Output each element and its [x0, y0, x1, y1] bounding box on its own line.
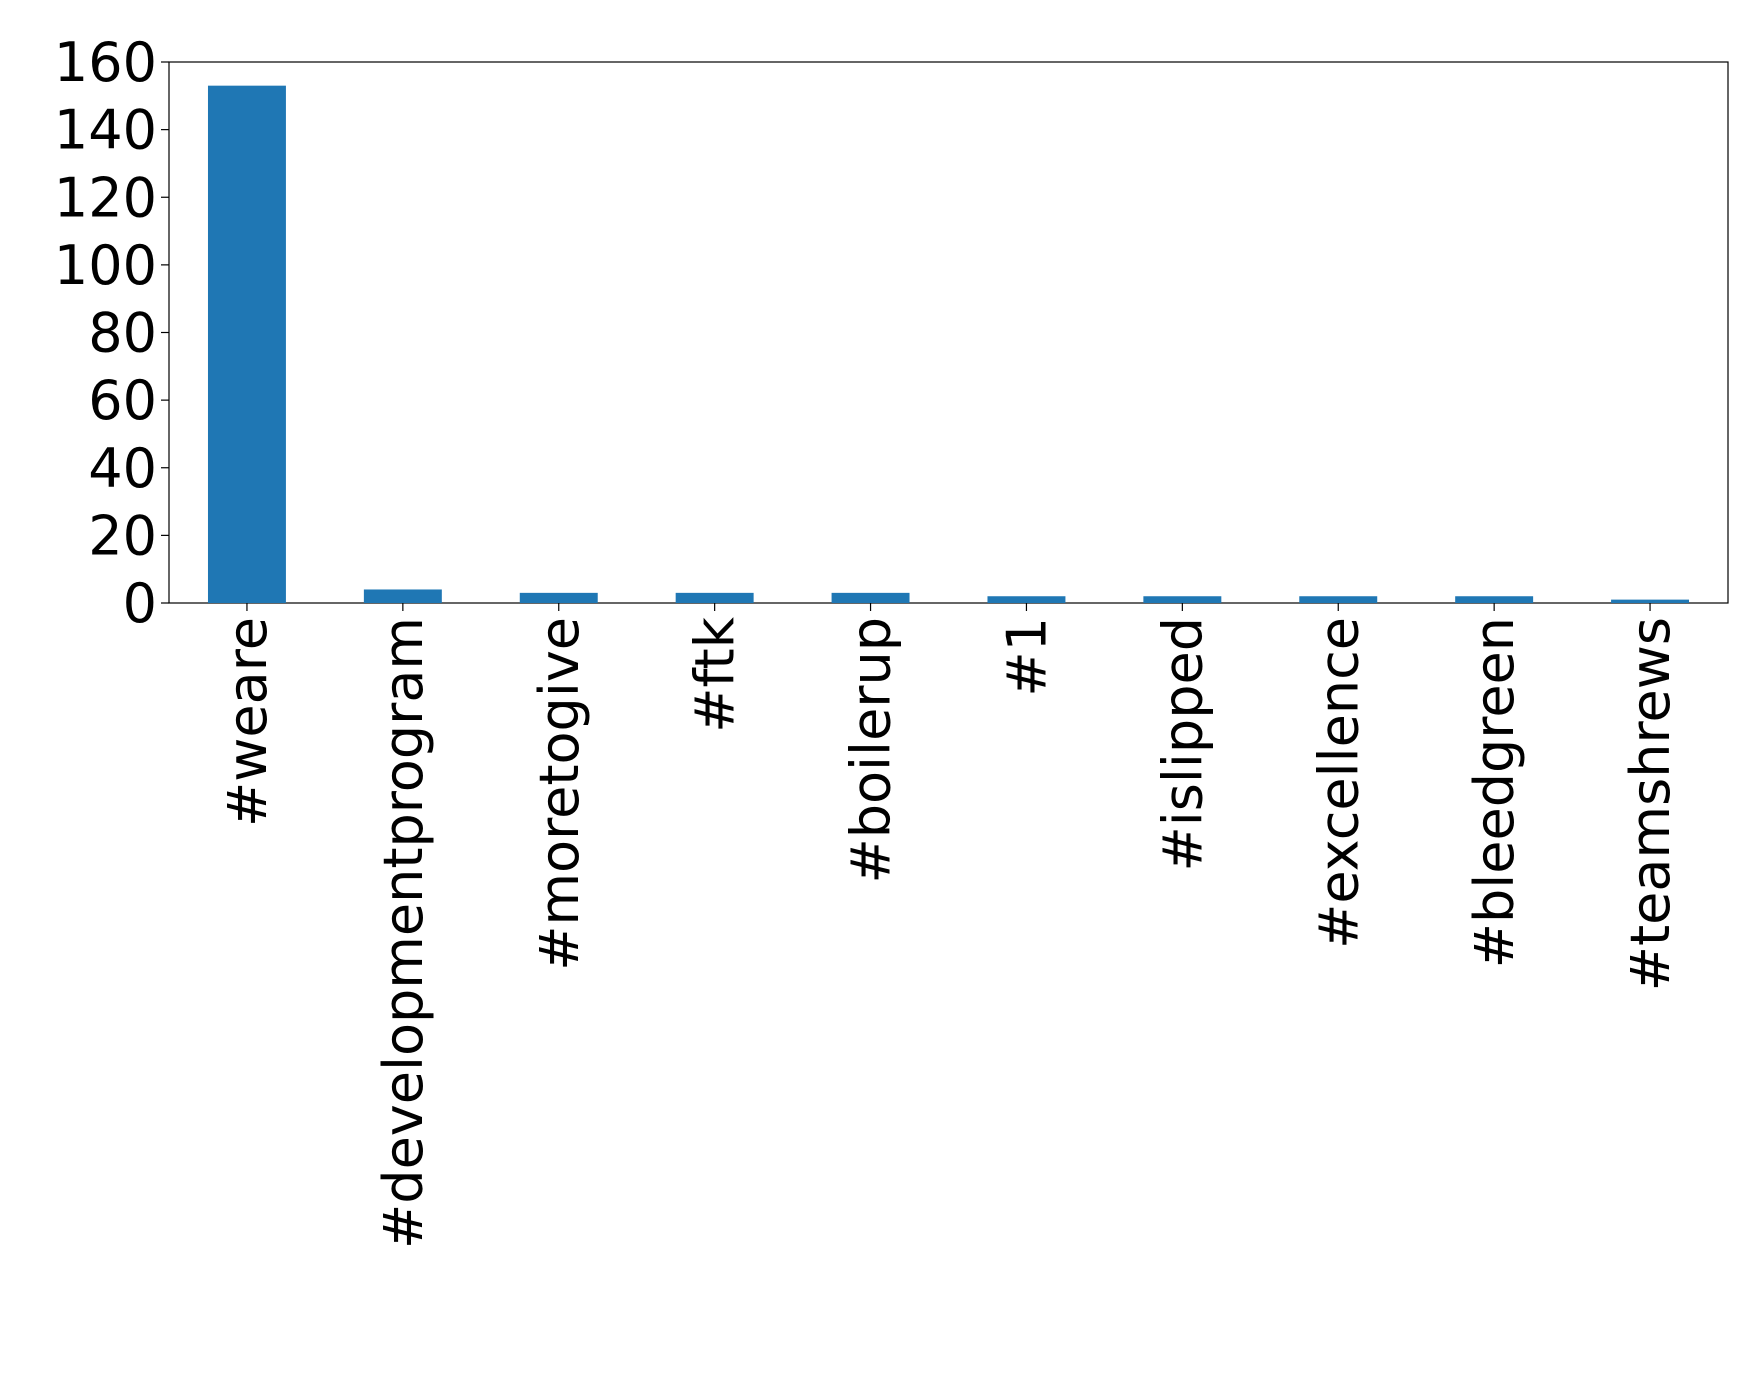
y-tick-label: 120 [54, 166, 157, 229]
x-tick-label: #excellence [1307, 617, 1370, 949]
bar [1143, 596, 1222, 603]
y-tick-label: 160 [54, 31, 157, 94]
x-tick-label: #moretogive [528, 617, 591, 971]
x-tick-label: #bleedgreen [1463, 617, 1526, 968]
bar [831, 592, 910, 603]
bar [987, 596, 1066, 603]
bar [675, 592, 754, 603]
y-tick-label: 80 [88, 302, 157, 365]
x-tick-label: #teamshrews [1619, 617, 1682, 991]
y-tick-label: 60 [88, 369, 157, 432]
bar [363, 589, 442, 603]
y-tick-label: 140 [54, 99, 157, 162]
y-tick-label: 40 [88, 437, 157, 500]
bar [1455, 596, 1534, 603]
x-tick-label: #ftk [684, 616, 747, 732]
y-tick-label: 20 [88, 504, 157, 567]
x-tick-label: #islipped [1151, 617, 1214, 871]
x-tick-label: #weare [216, 617, 279, 827]
bar [1611, 599, 1690, 603]
x-tick-label: #developmentprogram [372, 617, 435, 1249]
y-tick-label: 0 [123, 572, 157, 635]
x-tick-label: #boilerup [840, 617, 903, 884]
bar [207, 85, 286, 603]
plot-frame [168, 61, 1729, 604]
bar [519, 592, 598, 603]
x-tick-label: #1 [995, 617, 1058, 697]
bar [1299, 596, 1378, 603]
y-tick-label: 100 [54, 234, 157, 297]
